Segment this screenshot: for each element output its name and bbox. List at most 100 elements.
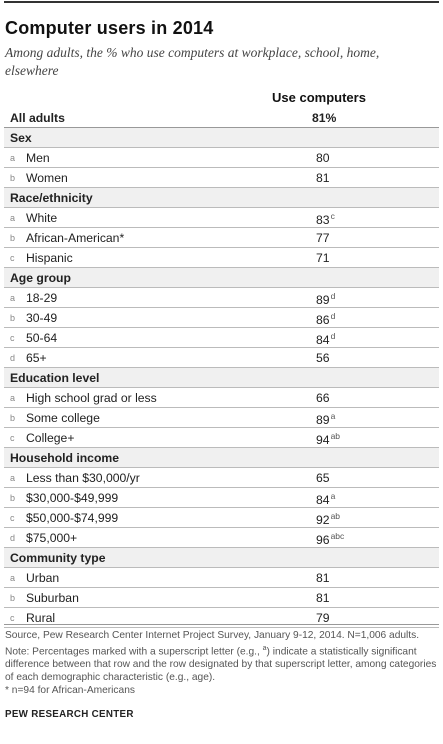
significance-superscript: ab <box>330 511 341 521</box>
row-label: College+ <box>26 431 75 445</box>
row-value-cell: 71 <box>316 251 356 265</box>
row-label: Women <box>26 171 68 185</box>
column-header: Use computers <box>272 90 366 105</box>
row-value-cell: 89d <box>316 291 356 307</box>
row-value: 92 <box>316 513 330 527</box>
row-label: $50,000-$74,999 <box>26 511 119 525</box>
row-value-cell: 65 <box>316 471 356 485</box>
row-letter: b <box>10 593 16 603</box>
row-letter: c <box>10 253 15 263</box>
row-value-cell: 96abc <box>316 531 356 547</box>
table-row: d 65+ 56 <box>4 348 439 368</box>
row-value: 94 <box>316 433 330 447</box>
significance-superscript: a <box>330 491 336 501</box>
row-value: 81 <box>316 171 330 185</box>
section-header: Age group <box>4 268 439 288</box>
chart-subtitle: Among adults, the % who use computers at… <box>5 45 380 78</box>
note-text-before: Note: Percentages marked with a superscr… <box>5 646 263 658</box>
table-row: b Suburban 81 <box>4 588 439 608</box>
row-letter: b <box>10 233 16 243</box>
table-row: b 30-49 86d <box>4 308 439 328</box>
note-text-after: ) indicate a statistically significant d… <box>5 646 437 684</box>
row-value: 66 <box>316 391 330 405</box>
row-letter: a <box>10 213 16 223</box>
significance-note: Note: Percentages marked with a superscr… <box>5 642 439 684</box>
row-value-cell: 89a <box>316 411 356 427</box>
data-table: All adults 81% Sex a Men 80 b Women 81 Race/ethni… <box>4 108 439 628</box>
significance-superscript: abc <box>330 531 345 541</box>
row-label: White <box>26 211 58 225</box>
table-row: a White 83c <box>4 208 439 228</box>
row-letter: b <box>10 413 16 423</box>
row-value: 65 <box>316 471 330 485</box>
top-rule <box>4 1 439 3</box>
section-label: Community type <box>10 551 106 565</box>
row-label: All adults <box>10 111 65 125</box>
row-value: 96 <box>316 533 330 547</box>
section-header: Household income <box>4 448 439 468</box>
row-letter: a <box>10 573 16 583</box>
row-value: 71 <box>316 251 330 265</box>
organization-logo-text: PEW RESEARCH CENTER <box>5 709 134 720</box>
section-label: Household income <box>10 451 120 465</box>
row-letter: b <box>10 493 16 503</box>
row-letter: c <box>10 433 15 443</box>
row-letter: c <box>10 513 15 523</box>
section-label: Race/ethnicity <box>10 191 93 205</box>
row-value: 89 <box>316 293 330 307</box>
row-letter: a <box>10 393 16 403</box>
row-letter: c <box>10 333 15 343</box>
row-value: 81 <box>316 591 330 605</box>
significance-superscript: d <box>330 291 336 301</box>
row-label: Rural <box>26 611 56 625</box>
table-row: d $75,000+ 96abc <box>4 528 439 548</box>
row-label: $30,000-$49,999 <box>26 491 119 505</box>
row-letter: a <box>10 293 16 303</box>
significance-superscript: a <box>330 411 336 421</box>
table-row: a Less than $30,000/yr 65 <box>4 468 439 488</box>
table-row: a Men 80 <box>4 148 439 168</box>
table-row: c Hispanic 71 <box>4 248 439 268</box>
table-row: a 18-29 89d <box>4 288 439 308</box>
row-label: Suburban <box>26 591 79 605</box>
row-value: 81 <box>316 571 330 585</box>
row-value-cell: 92ab <box>316 511 356 527</box>
row-letter: c <box>10 613 15 623</box>
row-label: Urban <box>26 571 60 585</box>
table-row: a Urban 81 <box>4 568 439 588</box>
table-row: c 50-64 84d <box>4 328 439 348</box>
significance-superscript: d <box>330 311 336 321</box>
row-label: Less than $30,000/yr <box>26 471 140 485</box>
table-row: c Rural 79 <box>4 608 439 628</box>
row-label: 30-49 <box>26 311 58 325</box>
table-row: b Some college 89a <box>4 408 439 428</box>
row-value: 86 <box>316 313 330 327</box>
table-row: c $50,000-$74,999 92ab <box>4 508 439 528</box>
row-value-cell: 77 <box>316 231 356 245</box>
row-value: 89 <box>316 413 330 427</box>
all-adults-row: All adults 81% <box>4 108 439 128</box>
chart-title: Computer users in 2014 <box>5 18 214 38</box>
row-value: 80 <box>316 151 330 165</box>
row-value: 84 <box>316 333 330 347</box>
row-value-cell: 84d <box>316 331 356 347</box>
row-value-cell: 83c <box>316 211 356 227</box>
table-row: b $30,000-$49,999 84a <box>4 488 439 508</box>
table-row: b African-American* 77 <box>4 228 439 248</box>
row-label: 65+ <box>26 351 47 365</box>
section-header: Education level <box>4 368 439 388</box>
table-row: c College+ 94ab <box>4 428 439 448</box>
row-value-cell: 56 <box>316 351 356 365</box>
row-value-cell: 79 <box>316 611 356 625</box>
section-label: Education level <box>10 371 100 385</box>
row-value-cell: 81 <box>316 571 356 585</box>
row-value-cell: 81 <box>316 591 356 605</box>
row-value-cell: 81 <box>316 171 356 185</box>
row-label: Men <box>26 151 50 165</box>
asterisk-note: * n=94 for African-Americans <box>5 685 135 697</box>
row-letter: a <box>10 473 16 483</box>
section-header: Community type <box>4 548 439 568</box>
row-label: Hispanic <box>26 251 73 265</box>
row-letter: b <box>10 173 16 183</box>
row-value: 83 <box>316 213 330 227</box>
